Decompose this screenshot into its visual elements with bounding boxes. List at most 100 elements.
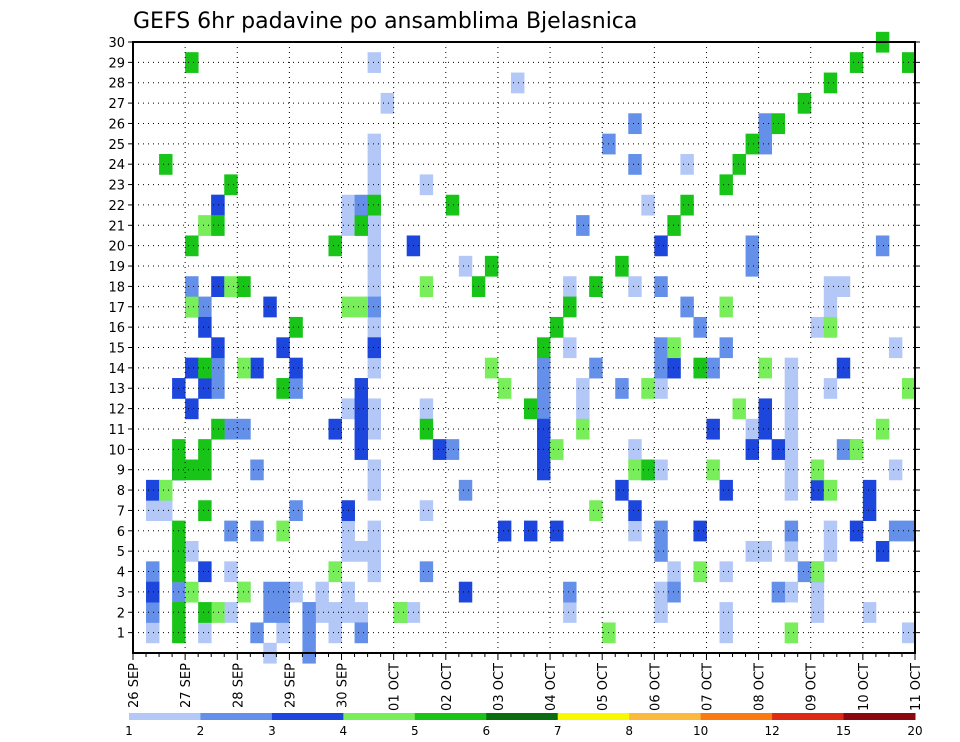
heatmap-cell	[289, 500, 303, 522]
heatmap-cell	[745, 439, 759, 460]
y-tick-label: 19	[108, 260, 125, 275]
heatmap-cell	[888, 337, 903, 359]
heatmap-cell	[693, 357, 707, 379]
heatmap-cell	[628, 154, 642, 175]
heatmap-cell	[445, 194, 460, 216]
heatmap-cell	[628, 439, 642, 460]
heatmap-cell	[185, 581, 199, 603]
heatmap-cell	[354, 194, 368, 216]
heatmap-cell	[367, 215, 382, 236]
y-tick-label: 1	[117, 627, 125, 642]
heatmap-cell	[524, 520, 538, 542]
heatmap-cell	[810, 479, 825, 501]
heatmap-cell	[211, 194, 225, 216]
heatmap-cell	[758, 398, 773, 420]
y-tick-label: 15	[108, 342, 125, 357]
y-tick-label: 23	[108, 179, 125, 194]
heatmap-cell	[862, 479, 877, 501]
heatmap-cell	[354, 622, 368, 644]
heatmap-cell	[758, 540, 773, 562]
heatmap-cell	[810, 561, 825, 583]
colorbar-level-label: 4	[340, 724, 348, 738]
heatmap-cell	[784, 479, 799, 501]
heatmap-cell	[354, 215, 368, 236]
heatmap-cell	[367, 520, 382, 542]
heatmap-cell	[224, 520, 238, 542]
heatmap-cell	[888, 459, 903, 481]
x-tick-label: 28 SEP	[231, 663, 246, 708]
heatmap-cell	[823, 540, 838, 562]
heatmap-cell	[367, 174, 382, 196]
heatmap-cell	[745, 418, 759, 440]
y-tick-label: 5	[117, 545, 125, 560]
y-tick-label: 10	[108, 443, 125, 458]
heatmap-cell	[784, 439, 799, 460]
colorbar-swatch	[200, 713, 273, 720]
heatmap-cell	[354, 602, 368, 623]
heatmap-cell	[224, 561, 238, 583]
heatmap-cell	[198, 602, 212, 623]
chart-title: GEFS 6hr padavine po ansamblima Bjelasni…	[133, 9, 637, 34]
y-tick-label: 24	[108, 158, 125, 173]
heatmap-cell	[328, 235, 342, 257]
heatmap-cell	[550, 316, 564, 338]
heatmap-cell	[198, 500, 212, 522]
heatmap-cell	[719, 479, 733, 501]
x-tick-label: 27 SEP	[179, 663, 194, 708]
heatmap-cell	[862, 500, 877, 522]
heatmap-cell	[615, 378, 629, 399]
heatmap-cell	[224, 174, 238, 196]
heatmap-cell	[654, 581, 668, 603]
heatmap-cell	[302, 602, 316, 623]
y-tick-label: 4	[117, 566, 125, 581]
heatmap-cell	[576, 215, 590, 236]
heatmap-cell	[367, 276, 382, 297]
heatmap-cell	[745, 255, 759, 277]
heatmap-cell	[198, 316, 212, 338]
heatmap-cell	[185, 276, 199, 297]
heatmap-cell	[667, 357, 681, 379]
heatmap-cell	[146, 622, 160, 644]
heatmap-cell	[667, 581, 681, 603]
heatmap-cell	[849, 52, 864, 73]
heatmap-cell	[888, 520, 903, 542]
heatmap-cell	[784, 581, 799, 603]
heatmap-cell	[732, 154, 746, 175]
heatmap-cell	[823, 520, 838, 542]
heatmap-cell	[367, 479, 382, 501]
heatmap-cell	[628, 500, 642, 522]
colorbar-level-label: 5	[411, 724, 419, 738]
x-tick-label: 02 OCT	[440, 663, 455, 711]
colorbar-swatch	[843, 713, 916, 720]
heatmap-cell	[497, 378, 512, 399]
heatmap-cell	[198, 561, 212, 583]
heatmap-cell	[576, 378, 590, 399]
heatmap-cell	[328, 418, 342, 440]
heatmap-cell	[563, 337, 577, 359]
colorbar-level-label: 3	[268, 724, 276, 738]
heatmap-cell	[198, 439, 212, 460]
heatmap-cell	[667, 337, 681, 359]
heatmap-cell	[159, 154, 173, 175]
colorbar-level-label: 12	[764, 724, 779, 738]
y-tick-label: 9	[117, 464, 125, 479]
heatmap-cell	[784, 398, 799, 420]
y-tick-label: 25	[108, 138, 125, 153]
heatmap-cell	[146, 602, 160, 623]
y-tick-label: 12	[108, 403, 125, 418]
heatmap-cell	[784, 459, 799, 481]
heatmap-cell	[862, 602, 877, 623]
heatmap-cell	[185, 52, 199, 73]
heatmap-cell	[654, 357, 668, 379]
heatmap-cell	[576, 398, 590, 420]
heatmap-cell	[302, 622, 316, 644]
heatmap-cell	[654, 276, 668, 297]
x-tick-label: 09 OCT	[805, 663, 820, 711]
heatmap-cell	[380, 92, 395, 114]
heatmap-cell	[198, 622, 212, 644]
heatmap-cell	[250, 357, 264, 379]
heatmap-cell	[550, 439, 564, 460]
heatmap-cell	[328, 602, 342, 623]
heatmap-cell	[628, 459, 642, 481]
heatmap-cell	[745, 540, 759, 562]
